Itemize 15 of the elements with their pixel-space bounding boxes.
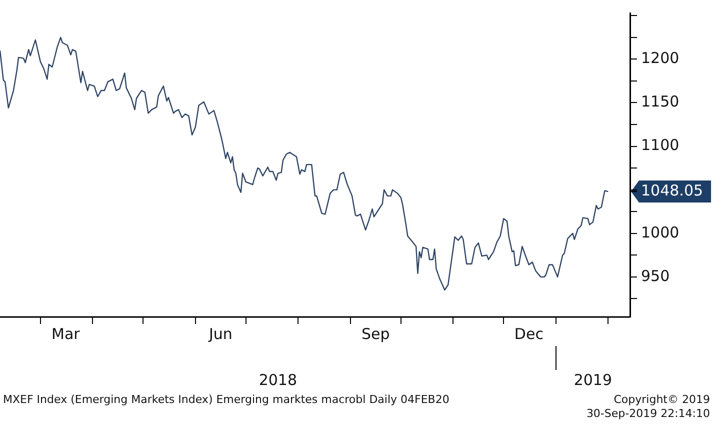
text: 30-Sep-2019 22:14:10 (586, 407, 710, 421)
y-tick-label: 1150 (641, 92, 680, 111)
y-tick-label: 1100 (641, 136, 680, 154)
x-tick-label: Sep (362, 324, 390, 343)
text: MXEF Index (Emerging Markets Index) Emerging marktes macrobl Daily 04FEB20 (3, 393, 450, 406)
x-tick-label: Dec (514, 324, 544, 343)
x2-tick-label: 2019 (574, 370, 612, 389)
y-tick-label: 1048.05 (641, 181, 704, 200)
y-tick-label: 1200 (641, 49, 680, 68)
y-tick-label: 950 (641, 266, 670, 285)
y-tick-label: 1000 (641, 223, 680, 242)
text: Copyright© 2019 (612, 393, 710, 407)
x-tick-label: Mar (52, 324, 81, 343)
x2-tick-label: 2018 (258, 370, 298, 389)
x-tick-label: Jun (208, 324, 232, 343)
